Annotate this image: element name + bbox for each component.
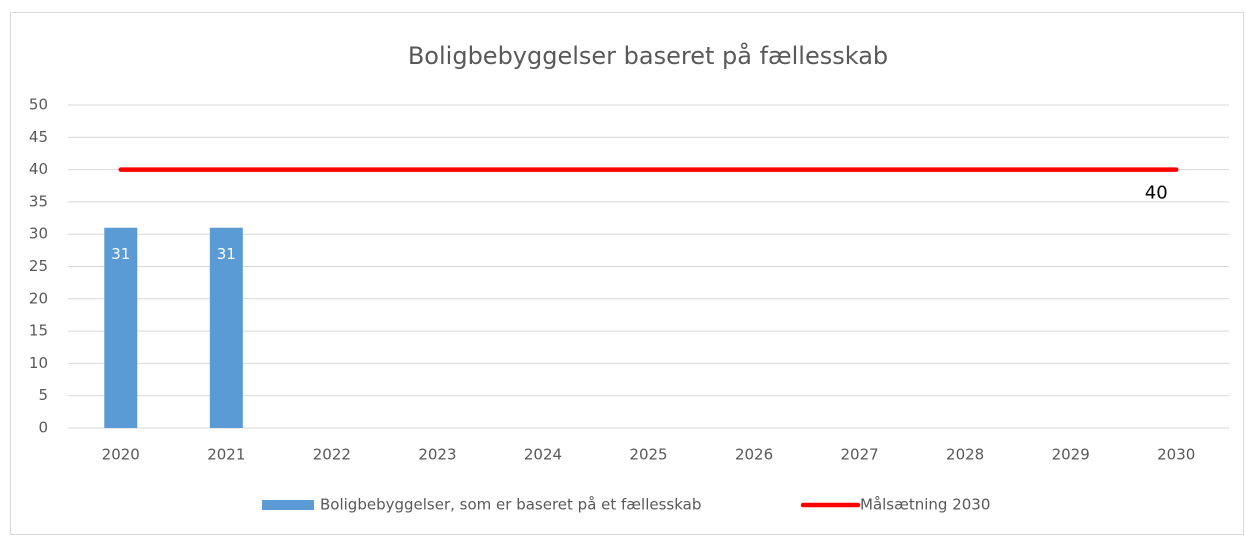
legend-swatch [262, 500, 314, 510]
data-label: 31 [217, 245, 236, 263]
chart-title: Boligbebyggelser baseret på fællesskab [408, 41, 888, 70]
y-tick-label: 50 [29, 96, 48, 114]
y-tick-label: 40 [29, 160, 48, 178]
x-tick-label: 2030 [1157, 446, 1195, 464]
legend-label: Målsætning 2030 [860, 496, 990, 514]
legend-label: Boligbebyggelser, som er baseret på et f… [320, 496, 701, 514]
y-tick-label: 10 [29, 354, 48, 372]
x-tick-label: 2024 [524, 446, 562, 464]
x-tick-label: 2025 [629, 446, 667, 464]
bar [104, 227, 138, 428]
y-tick-label: 15 [29, 322, 48, 340]
x-tick-label: 2023 [418, 446, 456, 464]
x-tick-label: 2020 [102, 446, 140, 464]
data-label: 31 [111, 245, 130, 263]
x-tick-label: 2022 [313, 446, 351, 464]
x-tick-label: 2029 [1052, 446, 1090, 464]
bar [209, 227, 243, 428]
x-tick-label: 2026 [735, 446, 773, 464]
y-tick-label: 45 [29, 128, 48, 146]
x-tick-label: 2021 [207, 446, 245, 464]
y-tick-label: 35 [29, 192, 48, 210]
x-tick-label: 2027 [840, 446, 878, 464]
x-tick-label: 2028 [946, 446, 984, 464]
y-tick-label: 20 [29, 289, 48, 307]
y-tick-label: 5 [38, 386, 48, 404]
y-tick-label: 30 [29, 225, 48, 243]
y-tick-label: 0 [38, 419, 48, 437]
y-tick-label: 25 [29, 257, 48, 275]
data-label: 40 [1145, 183, 1168, 204]
